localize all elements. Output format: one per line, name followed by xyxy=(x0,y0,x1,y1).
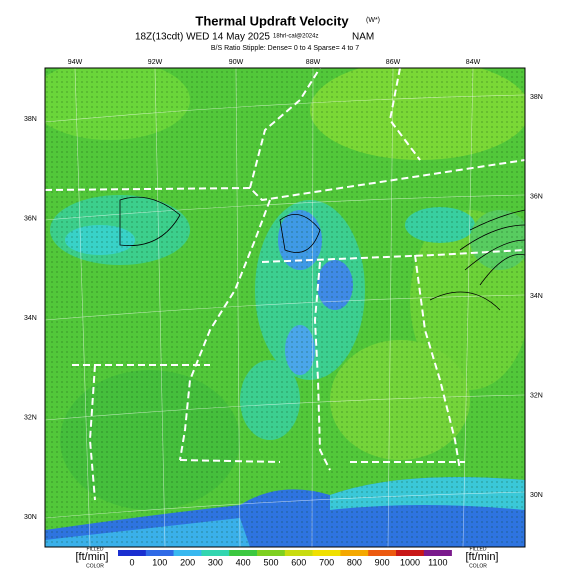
colorbar-tick: 500 xyxy=(263,557,278,567)
lat-label: 32N xyxy=(24,414,37,421)
colorbar-swatch xyxy=(423,550,452,556)
colorbar-tick: 200 xyxy=(180,557,195,567)
colorbar-swatch xyxy=(368,550,397,556)
colorbar-tick: 600 xyxy=(291,557,306,567)
lon-label: 88W xyxy=(306,59,321,66)
lon-label: 86W xyxy=(386,59,401,66)
colorbar-tick: 400 xyxy=(236,557,251,567)
lon-label: 90W xyxy=(229,59,244,66)
colorbar-swatch xyxy=(284,550,313,556)
lon-label: 92W xyxy=(148,59,163,66)
lat-label: 30N xyxy=(530,492,543,499)
colorbar-caption: COLOR xyxy=(86,563,104,569)
title-unit: (W*) xyxy=(366,17,380,24)
lat-label: 36N xyxy=(530,193,543,200)
colorbar-swatch xyxy=(229,550,258,556)
colorbar-tick: 900 xyxy=(375,557,390,567)
lat-label: 30N xyxy=(24,514,37,521)
lon-label: 94W xyxy=(68,59,83,66)
colorbar-swatch xyxy=(312,550,341,556)
colorbar-tick: 1100 xyxy=(428,557,447,567)
lat-label: 34N xyxy=(530,293,543,300)
subtitle-run: 18hrl-cal@2024z xyxy=(273,34,318,40)
colorbar-tick: 700 xyxy=(319,557,334,567)
lat-label: 38N xyxy=(530,94,543,101)
colorbar-caption: COLOR xyxy=(469,563,487,569)
lat-label: 34N xyxy=(24,315,37,322)
colorbar-swatch xyxy=(340,550,369,556)
colorbar-swatch xyxy=(257,550,286,556)
title: Thermal Updraft Velocity xyxy=(195,13,349,28)
lon-label: 84W xyxy=(466,59,481,66)
map-frame xyxy=(44,67,526,548)
colorbar-swatch xyxy=(201,550,230,556)
colorbar-tick: 1000 xyxy=(400,557,420,567)
map-field xyxy=(45,68,525,547)
subtitle-model: NAM xyxy=(352,32,374,43)
colorbar-caption: FILLED xyxy=(470,546,487,552)
colorbar-unit: [ft/min] xyxy=(75,551,108,563)
colorbar-swatch xyxy=(145,550,174,556)
lat-label: 38N xyxy=(24,116,37,123)
colorbar-unit: [ft/min] xyxy=(465,551,498,563)
lat-label: 36N xyxy=(24,215,37,222)
colorbar-tick: 100 xyxy=(152,557,167,567)
colorbar-caption: FILLED xyxy=(87,546,104,552)
stipple-note: B/S Ratio Stipple: Dense= 0 to 4 Sparse=… xyxy=(211,45,359,52)
subtitle-time: 18Z(13cdt) WED 14 May 2025 xyxy=(135,32,270,43)
colorbar-swatch xyxy=(173,550,202,556)
colorbar-swatch xyxy=(118,550,147,556)
lat-label: 32N xyxy=(530,392,543,399)
colorbar-swatch xyxy=(396,550,425,556)
colorbar-tick: 0 xyxy=(129,557,134,567)
colorbar-tick: 800 xyxy=(347,557,362,567)
colorbar-tick: 300 xyxy=(208,557,223,567)
